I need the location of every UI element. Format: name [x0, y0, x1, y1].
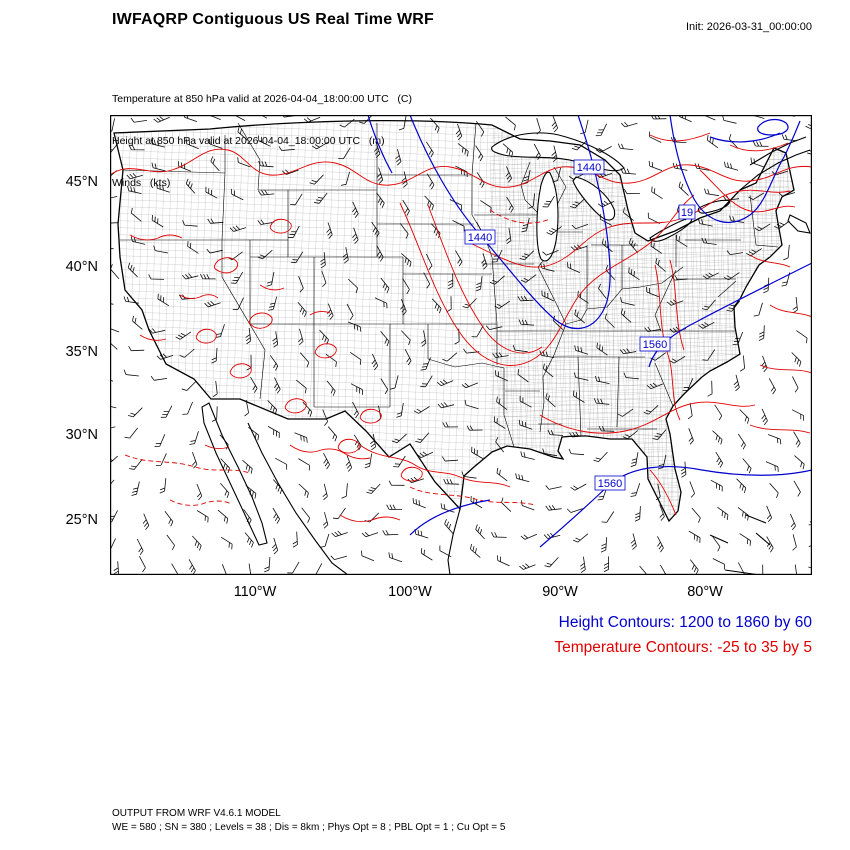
- height-label-1560-b: 1560: [594, 475, 626, 491]
- canada-st-lawrence: [739, 136, 811, 191]
- bahamas-islands: [709, 514, 771, 575]
- footer-model-line: OUTPUT FROM WRF V4.6.1 MODEL: [112, 808, 281, 819]
- temperature-contours: [110, 132, 812, 523]
- lon-label-90w: 90°W: [542, 584, 578, 600]
- temperature-contour-terrain-loops: [129, 218, 423, 482]
- lat-label-45n: 45°N: [65, 174, 98, 190]
- mexico-mainland-coast: [247, 422, 349, 575]
- field-info-temperature: Temperature at 850 hPa valid at 2026-04-…: [112, 93, 413, 105]
- lat-label-25n: 25°N: [65, 512, 98, 528]
- neighbor-coastlines: [201, 136, 811, 575]
- nova-scotia: [787, 214, 811, 234]
- map-frame-border: [110, 115, 812, 575]
- svg-text:1440: 1440: [468, 232, 492, 244]
- svg-text:1560: 1560: [598, 478, 622, 490]
- height-label-19: 19: [678, 204, 696, 220]
- lon-label-80w: 80°W: [687, 584, 723, 600]
- temperature-contour-dashed: [124, 209, 551, 506]
- page-title: IWFAQRP Contiguous US Real Time WRF: [112, 11, 434, 28]
- height-contour-loop: [757, 118, 789, 136]
- lat-label-30n: 30°N: [65, 427, 98, 443]
- lake-erie: [649, 216, 693, 242]
- temperature-contour-lines: [110, 132, 812, 523]
- height-contour-lines: [367, 115, 812, 548]
- height-label-1440-a: 1440: [464, 229, 496, 245]
- lake-ontario: [697, 199, 731, 214]
- us-outline: [113, 120, 795, 523]
- legend-height-contours: Height Contours: 1200 to 1860 by 60: [558, 614, 812, 631]
- lat-label-35n: 35°N: [65, 344, 98, 360]
- baja-peninsula: [201, 402, 268, 546]
- lon-label-100w: 100°W: [388, 584, 432, 600]
- height-label-1560-a: 1560: [639, 336, 671, 352]
- mexico-gulf-coast: [447, 508, 461, 575]
- svg-text:1560: 1560: [643, 339, 667, 351]
- lake-michigan: [536, 171, 559, 262]
- lon-label-110w: 110°W: [233, 584, 277, 600]
- svg-text:1440: 1440: [577, 162, 601, 174]
- legend-temperature-contours: Temperature Contours: -25 to 35 by 5: [554, 639, 812, 656]
- svg-text:19: 19: [681, 207, 693, 219]
- height-contours: [367, 115, 812, 548]
- wind-barbs: [110, 115, 812, 575]
- contour-labels: 1440 1440 19 1560 1560: [464, 159, 696, 491]
- height-label-1440-b: 1440: [573, 159, 605, 175]
- footer-config-line: WE = 580 ; SN = 380 ; Levels = 38 ; Dis …: [112, 822, 506, 833]
- init-time-label: Init: 2026-03-31_00:00:00: [686, 21, 812, 33]
- weather-map: 1440 1440 19 1560 1560: [110, 115, 812, 575]
- lat-label-40n: 40°N: [65, 259, 98, 275]
- weather-map-canvas: 1440 1440 19 1560 1560: [110, 115, 812, 575]
